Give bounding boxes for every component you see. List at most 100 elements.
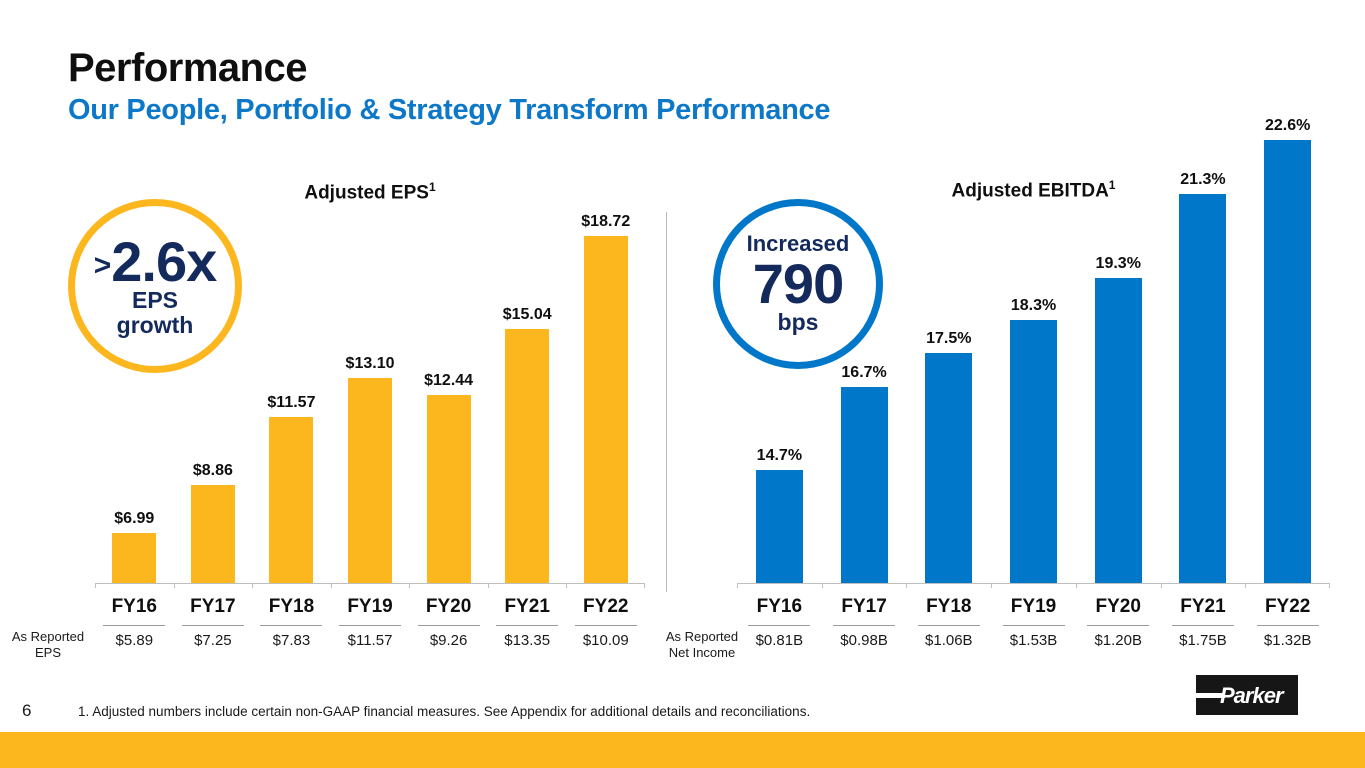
as-reported-eps-label: As Reported EPS [11,629,85,661]
bar-value-label: 14.7% [756,447,803,464]
bar [190,485,235,583]
bar-value-label: $13.10 [345,355,395,372]
separator-rule [833,625,896,626]
separator-rule [1171,625,1234,626]
separator-rule [574,625,637,626]
fiscal-year-label: FY21 [1180,596,1226,617]
separator-rule [496,625,559,626]
as-reported-value: $0.98B [840,632,888,649]
bar-column-fy17: $8.86 [174,199,253,583]
axis-tick [566,583,568,588]
fiscal-year-label: FY17 [841,596,887,617]
bar [840,387,888,583]
fiscal-year-label: FY18 [926,596,972,617]
category-column-fy16: FY16 $5.89 [95,596,174,649]
axis-tick [991,583,993,588]
greater-than-sign: > [93,248,112,282]
bar-column-fy17: 16.7% [822,109,907,583]
category-column-fy17: FY17 $7.25 [174,596,253,649]
as-reported-value: $0.81B [755,632,804,649]
ebitda-badge-label-line1: Increased [746,230,850,256]
fiscal-year-label: FY19 [1010,596,1057,617]
axis-tick [1245,583,1247,588]
category-column-fy18: FY18 $7.83 [252,596,331,649]
parker-logo: Parker [1189,675,1298,715]
bar-column-fy18: $11.57 [252,199,331,583]
bar-column-fy21: $15.04 [488,199,567,583]
eps-growth-multiple: 2.6x [111,229,217,293]
category-column-fy16: FY16 $0.81B [737,596,822,649]
axis-tick [1075,583,1077,588]
bar [426,395,471,583]
bar-value-label: 21.3% [1180,171,1226,188]
bar [925,353,973,583]
adjusted-ebitda-bar-chart: 14.7% 16.7% 17.5% 18.3% 19.3% 21.3% 22.6% [737,109,1330,588]
bar-column-fy22: 22.6% [1245,109,1330,583]
axis-tick [906,583,908,588]
axis-tick [409,583,411,588]
as-reported-value: $13.35 [504,632,551,649]
bar-value-label: $12.44 [424,372,474,389]
separator-rule [181,625,244,626]
as-reported-value: $5.89 [115,632,154,649]
category-column-fy21: FY21 $13.35 [488,596,567,649]
bar-column-fy19: $13.10 [331,199,410,583]
category-column-fy22: FY22 $10.09 [566,596,645,649]
fiscal-year-label: FY17 [190,596,236,617]
bottom-accent-band [0,732,1365,768]
axis-tick [173,583,175,588]
category-column-fy21: FY21 $1.75B [1161,596,1246,649]
bar-value-label: $18.72 [581,213,631,230]
eps-growth-label-line2: growth [116,311,194,338]
parker-logo-text: Parker [1220,683,1284,708]
chart-title-text: Adjusted EBITDA [951,180,1109,202]
bar [348,378,393,583]
bar [1010,320,1058,583]
axis-tick [330,583,332,588]
bar [583,236,628,583]
adjusted-eps-bar-chart: $6.99 $8.86 $11.57 $13.10 $12.44 $15.04 $18.72 [95,199,645,588]
separator-rule [1002,625,1065,626]
as-reported-value: $10.09 [582,632,629,649]
slide-header: Performance Our People, Portfolio & Stra… [68,46,830,127]
page-subtitle: Our People, Portfolio & Strategy Transfo… [68,94,831,126]
bar-column-fy20: 19.3% [1076,109,1161,583]
separator-rule [748,625,811,626]
axis-tick [487,583,489,588]
bar-value-label: 22.6% [1264,117,1311,134]
as-reported-value: $1.53B [1009,632,1058,649]
as-reported-value: $9.26 [429,632,468,649]
separator-rule [339,625,402,626]
bar-value-label: $15.04 [502,306,552,323]
eps-growth-value: >2.6x [93,233,218,289]
ebitda-increase-badge: Increased 790 bps [713,199,883,369]
footnote-text: 1. Adjusted numbers include certain non-… [78,704,811,719]
bar-column-fy16: 14.7% [737,109,822,583]
bar [1094,278,1142,583]
chart-divider-line [666,212,667,592]
category-column-fy20: FY20 $1.20B [1076,596,1161,649]
bar [505,329,550,583]
bar-column-fy18: 17.5% [906,109,991,583]
parker-logo-bar [1189,693,1225,698]
as-reported-net-income-label: As Reported Net Income [665,629,739,661]
bar-column-fy19: 18.3% [991,109,1076,583]
axis-tick [737,583,738,588]
chart-title-text: Adjusted EPS [304,182,429,204]
fiscal-year-label: FY19 [347,596,393,617]
fiscal-year-label: FY16 [111,596,157,617]
fiscal-year-label: FY20 [1095,596,1141,617]
bar-column-fy22: $18.72 [566,199,645,583]
category-column-fy18: FY18 $1.06B [906,596,991,649]
bar-value-label: 16.7% [841,364,887,381]
category-column-fy22: FY22 $1.32B [1245,596,1330,649]
as-reported-value: $1.32B [1263,632,1312,649]
bar [1264,140,1312,583]
separator-rule [260,625,323,626]
bar-value-label: 19.3% [1095,255,1141,272]
page-number: 6 [22,701,32,720]
ebitda-badge-label-line2: bps [777,309,819,336]
as-reported-value: $7.25 [194,632,232,649]
separator-rule [1087,625,1150,626]
